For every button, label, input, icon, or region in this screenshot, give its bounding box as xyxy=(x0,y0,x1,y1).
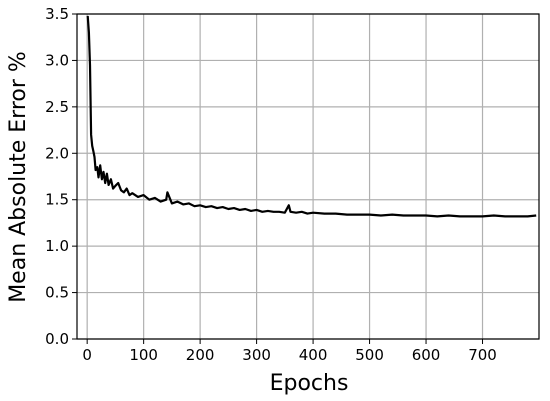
y-tick-label: 0.0 xyxy=(45,330,69,348)
series-line xyxy=(86,15,537,218)
x-tick-label: 0 xyxy=(82,346,92,364)
x-tick-label: 400 xyxy=(299,346,328,364)
y-axis-title: Mean Absolute Error % xyxy=(6,51,31,303)
x-tick-label: 600 xyxy=(412,346,441,364)
x-tick-label: 700 xyxy=(468,346,497,364)
y-tick-label: 1.5 xyxy=(45,191,69,209)
y-tick-label: 0.5 xyxy=(45,284,69,302)
series-layer xyxy=(86,15,537,218)
plot-frame xyxy=(76,13,540,340)
x-tick-label: 300 xyxy=(242,346,271,364)
x-tick-label: 100 xyxy=(129,346,158,364)
ticks: 0 100 200 300 400 500 600 700 0.0 0.5 1.0 1.5 2.0 2.5… xyxy=(45,5,497,364)
y-tick-label: 1.0 xyxy=(45,237,69,255)
x-tick-label: 500 xyxy=(355,346,384,364)
gridlines xyxy=(77,13,539,340)
x-axis-title: Epochs xyxy=(270,371,349,396)
x-tick-label: 200 xyxy=(186,346,215,364)
y-tick-label: 3.0 xyxy=(45,51,69,69)
y-tick-label: 2.0 xyxy=(45,144,69,162)
y-tick-label: 2.5 xyxy=(45,98,69,116)
y-tick-label: 3.5 xyxy=(45,5,69,23)
